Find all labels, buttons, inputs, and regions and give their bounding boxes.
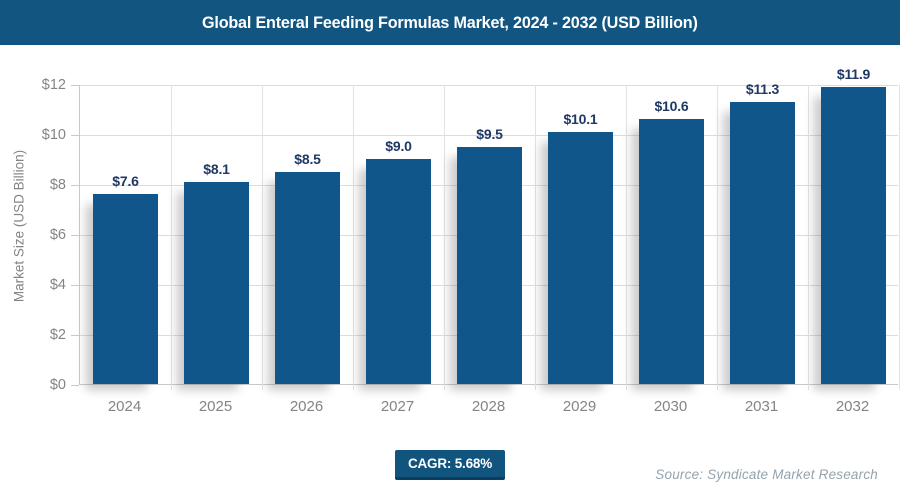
gridline-vertical [717, 85, 718, 390]
x-tick-label: 2026 [289, 398, 324, 415]
gridline-horizontal [80, 135, 898, 136]
y-tick-label: $8 [49, 177, 66, 193]
bar-value-label: $7.6 [112, 173, 139, 189]
bar-2030 [639, 119, 704, 384]
x-tick-label: 2027 [380, 398, 415, 415]
x-tick-label: 2028 [471, 398, 506, 415]
x-tick-label: 2025 [198, 398, 233, 415]
y-tick-label: $4 [49, 277, 66, 293]
gridline-vertical [444, 85, 445, 390]
x-tick-label: 2024 [107, 398, 142, 415]
bar-value-label: $10.6 [654, 98, 689, 114]
bar-2024 [93, 194, 158, 384]
y-tick-label: $12 [41, 77, 66, 93]
y-tick-mark [71, 385, 79, 386]
bar-value-label: $8.1 [203, 160, 230, 177]
y-tick-label: $6 [49, 227, 66, 243]
bar-value-label: $11.9 [836, 65, 871, 82]
plot-area: $7.6 $8.1 $8.5 $9.0 $9.5 $10.1 $10.6 $11.3 $11.9 [79, 66, 900, 390]
gridline-horizontal [80, 85, 898, 86]
gridline-vertical [808, 85, 809, 390]
y-tick-mark [71, 135, 79, 136]
bar-value-label: $10.1 [563, 110, 598, 127]
chart-title-bar: Global Enteral Feeding Formulas Market, … [0, 0, 900, 45]
gridline-vertical [262, 85, 263, 390]
y-tick-mark [71, 335, 79, 336]
gridline-vertical [171, 85, 172, 390]
gridline-vertical [535, 85, 536, 390]
bar-2025 [184, 181, 249, 384]
bar-2029 [548, 131, 613, 384]
y-tick-label: $10 [41, 127, 66, 143]
cagr-badge-label: CAGR: 5.68% [407, 456, 493, 471]
bar-value-label: $11.3 [745, 80, 780, 97]
y-tick-mark [71, 235, 79, 236]
x-tick-label: 2032 [835, 398, 870, 415]
bar-2027 [366, 159, 431, 384]
bar-2026 [275, 171, 340, 384]
y-tick-label: $2 [49, 327, 66, 343]
x-tick-label: 2030 [653, 398, 688, 415]
gridline-vertical [353, 85, 354, 390]
cagr-badge: CAGR: 5.68% [395, 450, 505, 480]
bar-2028 [457, 146, 522, 384]
bar-2032 [821, 86, 886, 384]
bar-2031 [730, 101, 795, 384]
x-tick-label: 2029 [562, 398, 597, 415]
x-tick-label: 2031 [744, 398, 779, 415]
bar-value-label: $8.5 [294, 150, 321, 167]
source-attribution: Source: Syndicate Market Research [655, 467, 878, 482]
chart-title: Global Enteral Feeding Formulas Market, … [202, 12, 698, 32]
bar-value-label: $9.0 [385, 138, 412, 154]
bar-value-label: $9.5 [476, 125, 503, 142]
y-tick-mark [71, 285, 79, 286]
y-tick-mark [71, 85, 79, 86]
gridline-vertical [626, 85, 627, 390]
y-tick-label: $0 [49, 377, 66, 393]
y-tick-mark [71, 185, 79, 186]
